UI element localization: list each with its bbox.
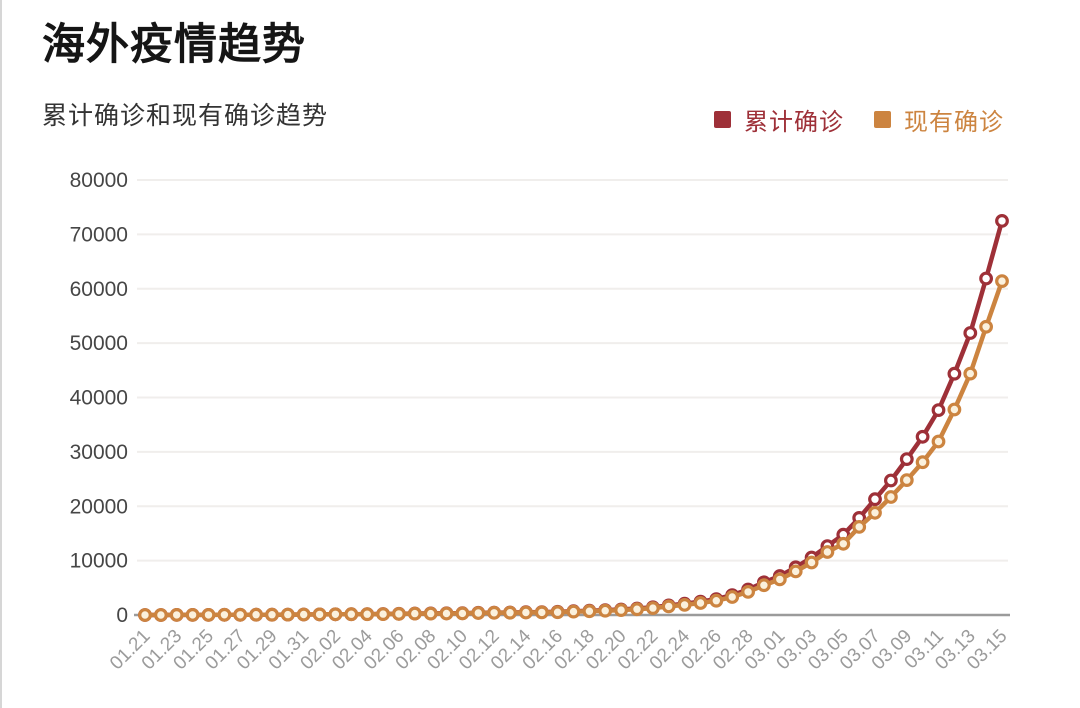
data-point[interactable] (677, 598, 692, 612)
data-point[interactable] (899, 452, 914, 467)
data-point[interactable] (884, 473, 898, 488)
data-point[interactable] (915, 455, 930, 470)
data-point[interactable] (963, 326, 978, 340)
data-point[interactable] (614, 603, 628, 617)
page-title: 海外疫情趋势 (42, 21, 306, 69)
data-point[interactable] (217, 607, 232, 622)
data-point[interactable] (407, 606, 422, 621)
y-tick-label: 0 (116, 604, 128, 627)
series-line-1 (142, 278, 1005, 618)
data-point[interactable] (899, 473, 914, 488)
data-point[interactable] (550, 605, 565, 620)
y-tick-label: 40000 (70, 387, 128, 410)
legend-label-cumulative: 累计确诊 (744, 109, 844, 136)
data-point[interactable] (185, 608, 200, 622)
data-point[interactable] (947, 366, 962, 381)
data-point[interactable] (788, 564, 803, 579)
data-point[interactable] (931, 434, 946, 449)
data-point[interactable] (439, 606, 454, 621)
data-point[interactable] (265, 607, 279, 622)
data-point[interactable] (661, 599, 676, 614)
data-point[interactable] (836, 536, 851, 551)
data-point[interactable] (947, 402, 962, 417)
data-point[interactable] (884, 490, 898, 504)
y-tick-label: 50000 (70, 332, 128, 355)
data-point[interactable] (995, 274, 1009, 289)
data-point[interactable] (280, 607, 295, 622)
y-tick-label: 80000 (70, 169, 128, 192)
y-tick-label: 30000 (70, 441, 128, 464)
chart-legend: 累计确诊 现有确诊 (714, 102, 1004, 137)
legend-item-cumulative[interactable]: 累计确诊 (714, 102, 844, 137)
chart-subtitle: 累计确诊和现有确诊趋势 (42, 102, 329, 130)
y-tick-label: 20000 (70, 495, 128, 518)
data-point[interactable] (376, 607, 391, 621)
y-tick-label: 60000 (70, 278, 128, 301)
data-point[interactable] (931, 403, 946, 418)
data-point[interactable] (534, 605, 549, 620)
data-point[interactable] (772, 572, 787, 587)
data-point[interactable] (868, 492, 882, 507)
data-point[interactable] (693, 596, 708, 610)
data-point[interactable] (868, 505, 882, 520)
data-point[interactable] (455, 606, 470, 621)
data-point[interactable] (153, 608, 168, 622)
data-point[interactable] (757, 578, 771, 593)
legend-swatch-existing-icon (874, 111, 891, 128)
data-point[interactable] (995, 213, 1009, 228)
legend-swatch-cumulative-icon (714, 111, 731, 128)
data-point[interactable] (138, 608, 152, 622)
data-point[interactable] (360, 607, 375, 622)
data-point[interactable] (423, 606, 438, 621)
data-point[interactable] (487, 605, 502, 620)
data-point[interactable] (233, 607, 248, 622)
y-tick-label: 10000 (70, 550, 128, 573)
data-point[interactable] (582, 604, 597, 619)
data-point[interactable] (741, 585, 755, 599)
legend-label-existing: 现有确诊 (904, 109, 1004, 136)
data-point[interactable] (979, 271, 993, 286)
data-point[interactable] (503, 605, 517, 620)
data-point[interactable] (249, 607, 264, 622)
data-point[interactable] (296, 607, 311, 622)
legend-item-existing[interactable]: 现有确诊 (874, 102, 1004, 137)
data-point[interactable] (519, 605, 533, 620)
data-point[interactable] (963, 366, 978, 381)
data-point[interactable] (630, 602, 644, 617)
screenshot-edge-artifact (0, 0, 2, 708)
data-point[interactable] (598, 603, 613, 618)
data-point[interactable] (820, 545, 835, 559)
data-point[interactable] (169, 608, 184, 622)
data-point[interactable] (725, 590, 740, 604)
data-point[interactable] (915, 429, 930, 444)
data-point[interactable] (201, 608, 216, 622)
data-point[interactable] (566, 604, 581, 619)
data-point[interactable] (471, 606, 486, 620)
series-line-0 (142, 218, 1005, 618)
data-point[interactable] (852, 520, 867, 534)
data-point[interactable] (328, 607, 343, 622)
data-point[interactable] (804, 555, 819, 570)
y-tick-label: 70000 (70, 223, 128, 246)
data-point[interactable] (979, 319, 993, 334)
data-point[interactable] (709, 593, 724, 608)
data-point[interactable] (646, 601, 660, 615)
data-point[interactable] (344, 607, 359, 622)
data-point[interactable] (312, 607, 327, 622)
data-point[interactable] (392, 607, 406, 621)
